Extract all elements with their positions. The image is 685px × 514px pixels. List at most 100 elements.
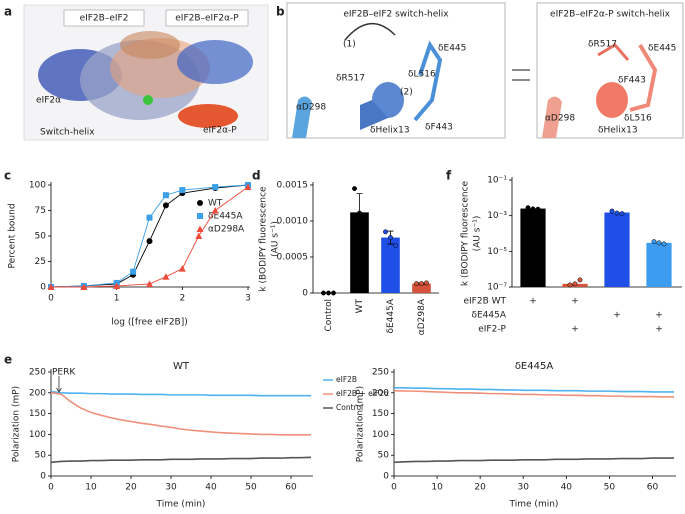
series-line [50,456,312,464]
y-tick-label: 75 [35,206,46,216]
x-tick-label: 2 [179,294,185,304]
series-line [393,457,674,464]
y-tick-label: 10⁻⁵ [487,247,507,257]
replicate-dot [388,235,393,241]
point [179,187,186,194]
diagram-label: δHelix13 [370,126,410,136]
replicate-dot [656,240,662,246]
legend-marker [196,225,204,232]
y-tick-label: 50 [378,451,390,461]
y-tick-label: 150 [372,409,389,419]
table-cell: + [655,311,663,321]
chart: 0 50 100 150 200 250 0 10 20 30 40 50 60 δE445A Time (… [356,361,676,510]
legend-label: Control [336,403,363,412]
x-tick-label: 20 [125,483,137,493]
y-axis-label: Percent bound [8,203,18,268]
y-axis-label: k (BODIPY fluorescence [259,186,269,292]
table-cell: + [529,297,537,307]
diagram-label: δF443 [618,76,646,86]
y-axis-label: Polarization (mP) [12,386,22,462]
legend-marker [197,213,203,219]
diagram-title: eIF2B–eIF2α-P switch-helix [550,10,671,20]
point [146,238,153,245]
x-tick-label: 10 [431,483,443,493]
y-tick-label: 25 [35,257,46,267]
axis-line [312,182,439,294]
y-tick-label: 10⁻¹ [487,176,507,186]
diagram-label: δE445 [648,44,676,54]
x-tick-label: 1 [114,294,120,304]
y-tick-label: 0 [40,283,46,293]
diagram-label: δE445 [438,44,466,54]
point [162,202,169,209]
bar [412,283,431,293]
x-tick-label: 50 [604,483,616,493]
table-row-label: eIF2B WT [463,297,506,307]
x-axis-label: Time (min) [509,500,559,510]
bar [350,212,369,293]
annotation-arrow [56,376,62,393]
y-tick-label: 10⁻³ [487,211,507,221]
x-tick-label: 30 [518,483,530,493]
chart-title: WT [173,361,190,372]
table-row-label: eIF2-P [478,325,506,335]
panel-label: e [4,353,12,367]
point [80,283,88,290]
bar [381,237,400,293]
point [211,207,219,214]
replicate-dot [619,211,625,217]
y-axis-label: k (BODIPY fluorescence [461,180,471,286]
x-tick-label: 0 [391,483,397,493]
y-tick-label: 100 [372,430,389,440]
panel-label: f [446,169,452,183]
replicate-dot [414,281,419,287]
point [162,192,169,199]
table-row-label: δE445A [471,311,506,321]
replicate-dot [326,290,331,296]
replicate-dot [661,241,667,247]
diagram-label: δL516 [624,114,652,124]
chart: 0 0.0005 0.0010 0.0015 k (BODIPY fluorescenc… [259,181,439,335]
series-line [50,392,311,436]
diagram-label: αD298 [296,103,326,113]
diagram-label: δR517 [588,40,617,50]
x-tick-label: 10 [85,483,97,493]
y-axis-label: Polarization (mP) [356,386,366,462]
x-tick-label: 20 [474,483,486,493]
point [178,265,186,272]
y-tick-label: 0.0010 [277,217,309,227]
replicate-dot [424,280,429,286]
y-tick-label: 0 [383,472,389,482]
point [195,232,203,239]
x-tick-label: 40 [205,483,217,493]
x-tick-label: αD298A [417,298,427,335]
bar [604,212,630,287]
replicate-dot [577,277,583,283]
point [47,283,55,290]
table-cell: + [571,325,579,335]
x-axis-label: Time (min) [156,500,206,510]
diagram-label: δHelix13 [598,126,638,136]
replicate-dot [352,186,357,192]
switch-helix-art [286,2,684,139]
chart: 0 50 100 150 200 250 0 10 20 30 40 50 60 WT Time (min)… [12,361,390,510]
y-tick-label: 200 [372,388,389,398]
point [146,280,153,287]
series-line [393,389,674,398]
x-tick-label: 40 [561,483,573,493]
y-tick-label: 0.0015 [277,181,309,191]
series-line [394,387,674,393]
replicate-dot [614,210,620,216]
point [212,184,219,191]
legend-marker [197,200,203,206]
panel-label: b [276,5,285,19]
structure-label: Switch-helix [40,128,95,138]
series-line [50,390,311,397]
y-tick-label: 100 [29,430,46,440]
point [162,273,170,280]
panel-label: a [4,5,12,19]
structure-label: eIF2α [36,96,61,106]
replicate-dot [383,229,388,235]
replicate-dot [362,232,367,238]
replicate-dot [331,290,336,296]
